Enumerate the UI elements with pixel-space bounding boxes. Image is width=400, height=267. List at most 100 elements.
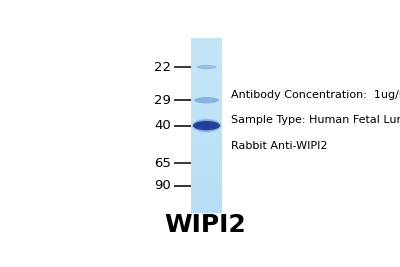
Bar [191,87,222,89]
Bar [191,128,222,130]
Bar [191,153,222,155]
Bar [191,141,222,143]
Ellipse shape [194,97,219,103]
Bar [191,57,222,58]
Bar [191,191,222,193]
Bar [191,115,222,117]
Text: Rabbit Anti-WIPI2: Rabbit Anti-WIPI2 [231,141,328,151]
Bar [191,167,222,169]
Ellipse shape [199,123,214,129]
Bar [191,84,222,86]
Text: 22: 22 [154,61,171,73]
Bar [191,182,222,184]
Bar [191,38,222,40]
Bar [191,102,222,104]
Bar [191,132,222,134]
Bar [191,199,222,201]
Bar [191,178,222,179]
Bar [191,183,222,185]
Bar [191,146,222,147]
Bar [191,211,222,213]
Bar [191,86,222,88]
Bar [191,116,222,118]
Bar [191,124,222,125]
Bar [191,83,222,85]
Bar [191,202,222,204]
Bar [191,164,222,166]
Text: WIPI2: WIPI2 [164,213,246,237]
Bar [191,108,222,109]
Text: Antibody Concentration:  1ug/mL: Antibody Concentration: 1ug/mL [231,90,400,100]
Bar [191,204,222,206]
Bar [191,77,222,79]
Bar [191,172,222,174]
Bar [191,89,222,91]
Bar [191,73,222,74]
Bar [191,60,222,61]
Bar [191,162,222,163]
Bar [191,194,222,195]
Bar [191,45,222,47]
Bar [191,205,222,207]
Bar [191,97,222,99]
Bar [191,71,222,73]
Bar [191,106,222,108]
Bar [191,197,222,198]
Bar [191,185,222,187]
Bar [191,76,222,77]
Bar [191,42,222,44]
Bar [191,169,222,171]
Bar [191,208,222,210]
Bar [191,121,222,123]
Bar [191,163,222,165]
Bar [191,143,222,144]
Bar [191,144,222,146]
Bar [191,109,222,111]
Ellipse shape [196,65,217,69]
Bar [191,49,222,51]
Bar [191,44,222,45]
Bar [191,93,222,95]
Bar [191,180,222,182]
Bar [191,173,222,175]
Bar [191,166,222,168]
Bar [191,210,222,211]
Bar [191,103,222,105]
Bar [191,138,222,140]
Bar [191,195,222,197]
Bar [191,95,222,96]
Text: 65: 65 [154,157,171,170]
Bar [191,175,222,176]
Bar [191,61,222,63]
Bar [191,113,222,115]
Bar [191,159,222,160]
Bar [191,201,222,203]
Bar [191,51,222,53]
Bar [191,48,222,50]
Bar [191,125,222,127]
Bar [191,54,222,56]
Bar [191,131,222,133]
Bar [191,176,222,178]
Bar [191,99,222,101]
Bar [191,150,222,152]
Bar [191,118,222,120]
Bar [191,112,222,114]
Bar [191,55,222,57]
Text: Sample Type: Human Fetal Lung: Sample Type: Human Fetal Lung [231,115,400,125]
Bar [191,80,222,82]
Bar [191,154,222,156]
Bar [191,90,222,92]
Bar [191,74,222,76]
Bar [191,134,222,136]
Bar [191,65,222,67]
Bar [191,188,222,190]
Text: 29: 29 [154,94,171,107]
Bar [191,119,222,121]
Bar [191,100,222,102]
Bar [191,148,222,150]
Bar [191,68,222,70]
Bar [191,78,222,80]
Bar [191,41,222,42]
Bar [191,198,222,200]
